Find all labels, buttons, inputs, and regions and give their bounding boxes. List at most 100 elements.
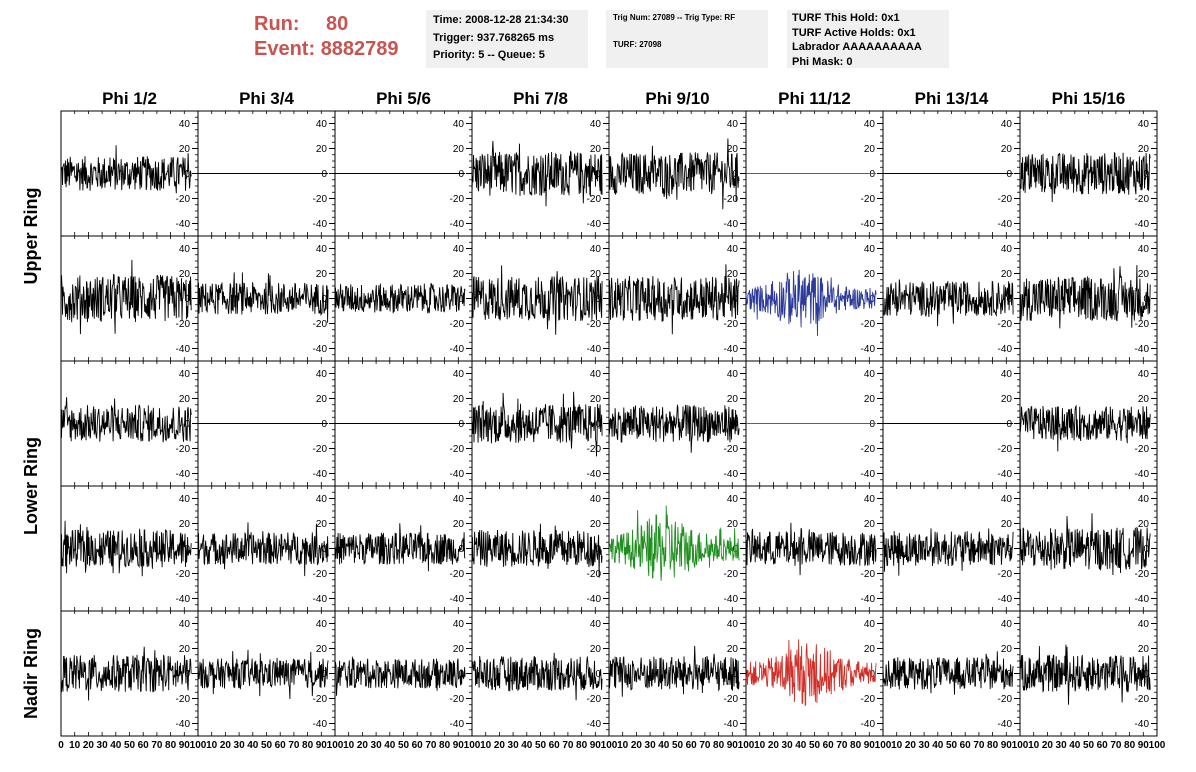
y-tick-label: 0 xyxy=(321,669,327,680)
panel-r3-c4: -40 -20 0 20 40 xyxy=(471,360,610,487)
y-tick-label: -40 xyxy=(450,344,465,355)
y-tick-label: 40 xyxy=(453,619,465,630)
x-tick-label: 10 xyxy=(1028,740,1040,751)
waveform-trace xyxy=(745,639,877,707)
x-tick-label: 60 xyxy=(412,740,424,751)
x-tick-label: 90 xyxy=(316,740,328,751)
y-tick-label: -20 xyxy=(587,319,602,330)
y-tick-label: -40 xyxy=(176,219,191,230)
y-tick-label: 20 xyxy=(727,394,739,405)
x-tick-label: 60 xyxy=(1097,740,1109,751)
x-tick-label: 90 xyxy=(1138,740,1150,751)
x-tick-label: 30 xyxy=(645,740,657,751)
y-tick-label: 40 xyxy=(727,119,739,130)
y-tick-label: 40 xyxy=(1001,619,1013,630)
y-tick-label: 20 xyxy=(1138,644,1150,655)
panel-r5-c4: -40 -20 0 20 40 xyxy=(471,610,610,737)
y-tick-label: -40 xyxy=(313,469,328,480)
x-tick-label: 100 xyxy=(738,740,755,751)
waveform-trace xyxy=(471,523,603,578)
x-tick-label: 90 xyxy=(1001,740,1013,751)
y-tick-label: 20 xyxy=(316,644,328,655)
y-tick-label: -20 xyxy=(587,694,602,705)
x-tick-label: 30 xyxy=(1056,740,1068,751)
y-tick-label: -40 xyxy=(861,344,876,355)
y-tick-label: -40 xyxy=(998,594,1013,605)
y-tick-label: -20 xyxy=(587,569,602,580)
y-tick-label: -20 xyxy=(176,444,191,455)
column-title-4: Phi 7/8 xyxy=(513,89,568,108)
y-tick-label: -20 xyxy=(998,319,1013,330)
x-tick-label: 80 xyxy=(576,740,588,751)
x-tick-label: 100 xyxy=(601,740,618,751)
y-tick-label: -20 xyxy=(450,444,465,455)
y-tick-label: 0 xyxy=(458,169,464,180)
y-tick-label: 20 xyxy=(864,144,876,155)
y-tick-label: 0 xyxy=(1006,169,1012,180)
y-tick-label: 0 xyxy=(595,669,601,680)
y-tick-label: 20 xyxy=(179,519,191,530)
x-tick-label: 90 xyxy=(864,740,876,751)
y-tick-label: -20 xyxy=(998,569,1013,580)
y-tick-label: 40 xyxy=(179,369,191,380)
y-tick-label: -20 xyxy=(724,444,739,455)
x-tick-label: 20 xyxy=(1042,740,1054,751)
y-tick-label: 20 xyxy=(864,269,876,280)
y-tick-label: -40 xyxy=(724,219,739,230)
x-tick-label: 10 xyxy=(754,740,766,751)
y-tick-label: -20 xyxy=(176,319,191,330)
y-tick-label: 40 xyxy=(316,494,328,505)
y-tick-label: -40 xyxy=(313,594,328,605)
waveform-trace xyxy=(471,140,603,207)
x-tick-label: 70 xyxy=(973,740,985,751)
waveform-trace xyxy=(1019,513,1151,576)
panel-r3-c3: -40 -20 0 20 40 xyxy=(334,360,473,487)
y-tick-label: 20 xyxy=(453,644,465,655)
ring-label-3: Nadir Ring xyxy=(21,628,41,719)
y-tick-label: 0 xyxy=(458,419,464,430)
y-tick-label: 40 xyxy=(316,244,328,255)
y-tick-label: -40 xyxy=(1135,719,1150,730)
y-tick-label: -20 xyxy=(861,194,876,205)
x-tick-label: 30 xyxy=(371,740,383,751)
x-tick-label: 10 xyxy=(206,740,218,751)
y-tick-label: -20 xyxy=(450,319,465,330)
x-tick-label: 70 xyxy=(151,740,163,751)
y-tick-label: 40 xyxy=(179,119,191,130)
waveform-trace xyxy=(1019,404,1151,452)
x-tick-label: 80 xyxy=(165,740,177,751)
y-tick-label: 20 xyxy=(590,519,602,530)
panel-r3-c2: -40 -20 0 20 40 xyxy=(197,360,336,487)
y-tick-label: 20 xyxy=(1138,144,1150,155)
y-tick-label: -40 xyxy=(176,719,191,730)
waveform-trace xyxy=(1019,644,1151,705)
y-tick-label: 20 xyxy=(590,269,602,280)
y-tick-label: 0 xyxy=(321,294,327,305)
y-tick-label: 40 xyxy=(179,244,191,255)
waveform-trace xyxy=(471,391,603,457)
time-info-box: Time: 2008-12-28 21:34:30 Trigger: 937.7… xyxy=(426,10,588,68)
x-tick-label: 40 xyxy=(110,740,122,751)
y-tick-label: 20 xyxy=(453,269,465,280)
x-tick-label: 70 xyxy=(836,740,848,751)
y-tick-label: 40 xyxy=(453,369,465,380)
event-value: 8882789 xyxy=(320,38,399,60)
y-tick-label: -40 xyxy=(587,219,602,230)
y-tick-label: 0 xyxy=(1006,419,1012,430)
y-tick-label: 20 xyxy=(864,394,876,405)
turf-hold-text: TURF This Hold: 0x1 xyxy=(792,12,900,24)
y-tick-label: 40 xyxy=(1138,369,1150,380)
y-tick-label: -40 xyxy=(176,344,191,355)
x-tick-label: 30 xyxy=(234,740,246,751)
x-tick-label: 90 xyxy=(453,740,465,751)
trigger-info-box: Trig Num: 27089 -- Trig Type: RF TURF: 2… xyxy=(606,10,768,68)
y-tick-label: 20 xyxy=(453,394,465,405)
run-event-info: Run: 80 Event: 8882789 xyxy=(254,12,399,62)
event-row: Event: 8882789 xyxy=(254,37,399,62)
